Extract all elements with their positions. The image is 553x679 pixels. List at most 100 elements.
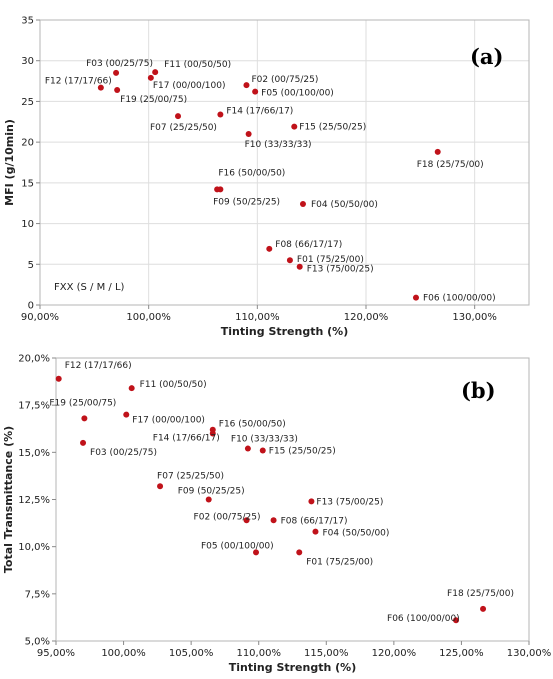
point-label-f18: F18 (25/75/00)	[417, 160, 484, 170]
x-tick-label: 100,00%	[101, 648, 146, 659]
point-label-f12: F12 (17/17/66)	[65, 361, 132, 371]
x-tick-label: 100,00%	[126, 312, 171, 323]
data-point-f15	[291, 123, 298, 130]
data-point-f15	[259, 447, 266, 454]
x-axis-title: Tinting Strength (%)	[221, 325, 348, 338]
data-point-f05	[252, 88, 259, 95]
data-point-f01	[296, 549, 303, 556]
point-label-f08: F08 (66/17/17)	[275, 240, 342, 250]
data-point-f13	[296, 263, 303, 270]
y-tick-label: 20	[21, 138, 34, 149]
data-point-f06	[453, 617, 460, 624]
x-tick-label: 120,00%	[344, 312, 389, 323]
data-point-f07	[175, 113, 182, 120]
data-point-f11	[128, 385, 135, 392]
x-tick-label: 120,00%	[372, 648, 417, 659]
point-label-f17: F17 (00/00/100)	[153, 81, 226, 91]
point-label-f11: F11 (00/50/50)	[164, 60, 231, 70]
point-label-f10: F10 (33/33/33)	[231, 435, 298, 445]
point-label-f11: F11 (00/50/50)	[140, 380, 207, 390]
point-label-f13: F13 (75/00/25)	[307, 265, 374, 275]
y-tick-label: 25	[21, 97, 34, 108]
x-tick-label: 115,00%	[304, 648, 349, 659]
x-tick-label: 125,00%	[439, 648, 484, 659]
x-tick-label: 105,00%	[169, 648, 214, 659]
data-point-f18	[480, 605, 487, 612]
data-point-f09	[205, 496, 212, 503]
point-label-f15: F15 (25/50/25)	[269, 446, 336, 456]
data-point-f13	[308, 498, 315, 505]
y-tick-label: 7,5%	[25, 589, 50, 600]
point-label-f15: F15 (25/50/25)	[299, 123, 366, 133]
x-tick-label: 110,00%	[236, 648, 281, 659]
x-axis-title: Tinting Strength (%)	[229, 661, 356, 674]
point-label-f14: F14 (17/66/17)	[226, 106, 293, 116]
data-point-f14	[217, 111, 224, 118]
point-label-f04: F04 (50/50/00)	[311, 200, 378, 210]
y-tick-label: 5	[28, 260, 34, 271]
point-label-f06: F06 (100/00/00)	[423, 294, 496, 304]
data-point-f10	[245, 131, 252, 137]
x-tick-label: 90,00%	[21, 312, 59, 323]
data-point-f10	[244, 445, 251, 452]
data-point-f01	[286, 257, 293, 264]
data-point-f11	[152, 69, 159, 76]
x-tick-label: 110,00%	[235, 312, 280, 323]
point-label-f07: F07 (25/25/50)	[157, 471, 224, 481]
point-label-f04: F04 (50/50/00)	[322, 529, 389, 539]
data-point-f06	[412, 294, 419, 301]
y-axis-title: MFI (g/10min)	[3, 119, 16, 206]
data-point-f08	[266, 245, 273, 252]
data-point-f16	[209, 426, 216, 433]
y-tick-label: 5,0%	[25, 637, 50, 648]
x-tick-label: 130,00%	[452, 312, 497, 323]
point-label-f14: F14 (17/66/17)	[153, 433, 220, 443]
x-tick-label: 130,00%	[507, 648, 552, 659]
data-point-f03	[113, 69, 120, 76]
y-tick-label: 10,0%	[18, 542, 50, 553]
legend-note: FXX (S / M / L)	[54, 282, 125, 293]
y-tick-label: 30	[21, 56, 34, 67]
data-point-f17	[147, 74, 154, 81]
y-tick-label: 12,5%	[18, 495, 50, 506]
data-point-f02	[243, 82, 250, 89]
data-point-f18	[434, 148, 441, 155]
point-label-f01: F01 (75/25/00)	[297, 255, 364, 265]
x-tick-label: 95,00%	[37, 648, 75, 659]
point-label-f16: F16 (50/00/50)	[218, 168, 285, 178]
panel-label: (a)	[470, 44, 503, 69]
point-label-f19: F19 (25/00/75)	[49, 398, 116, 408]
point-label-f19: F19 (25/00/75)	[120, 95, 187, 105]
data-point-f04	[299, 201, 306, 208]
data-point-f19	[81, 415, 88, 422]
point-label-f05: F05 (00/100/00)	[261, 89, 334, 99]
data-point-f03	[80, 439, 87, 446]
y-axis-title: Total Transmittance (%)	[2, 426, 15, 573]
point-label-f13: F13 (75/00/25)	[316, 497, 383, 507]
data-point-f08	[270, 517, 277, 524]
point-label-f17: F17 (00/00/100)	[132, 416, 205, 426]
data-point-f19	[114, 87, 121, 94]
point-label-f02: F02 (00/75/25)	[251, 75, 318, 85]
point-label-f01: F01 (75/25/00)	[306, 557, 373, 567]
y-tick-label: 15	[21, 178, 34, 189]
chart-panel-b: 5,0% 7,5% 10,0% 12,5% 15,0% 17,5% 20,0% 95,00% 1…	[2, 354, 551, 675]
point-label-f05: F05 (00/100/00)	[201, 541, 274, 551]
data-point-f12	[97, 84, 104, 91]
data-point-f17	[123, 411, 130, 418]
data-point-f07	[157, 483, 164, 490]
y-tick-label: 15,0%	[18, 448, 50, 459]
data-point-f04	[312, 528, 319, 535]
point-label-f09: F09 (50/25/25)	[178, 487, 245, 497]
data-point-f05	[253, 549, 260, 556]
point-label-f09: F09 (50/25/25)	[213, 197, 280, 207]
y-tick-label: 35	[21, 16, 34, 27]
data-point-f16	[217, 186, 224, 193]
point-label-f03: F03 (00/25/75)	[90, 448, 157, 458]
point-label-f18: F18 (25/75/00)	[447, 589, 514, 599]
point-label-f07: F07 (25/25/50)	[150, 123, 217, 133]
y-tick-label: 20,0%	[18, 354, 50, 365]
point-label-f08: F08 (66/17/17)	[281, 516, 348, 526]
point-label-f06: F06 (100/00/00)	[387, 614, 460, 624]
